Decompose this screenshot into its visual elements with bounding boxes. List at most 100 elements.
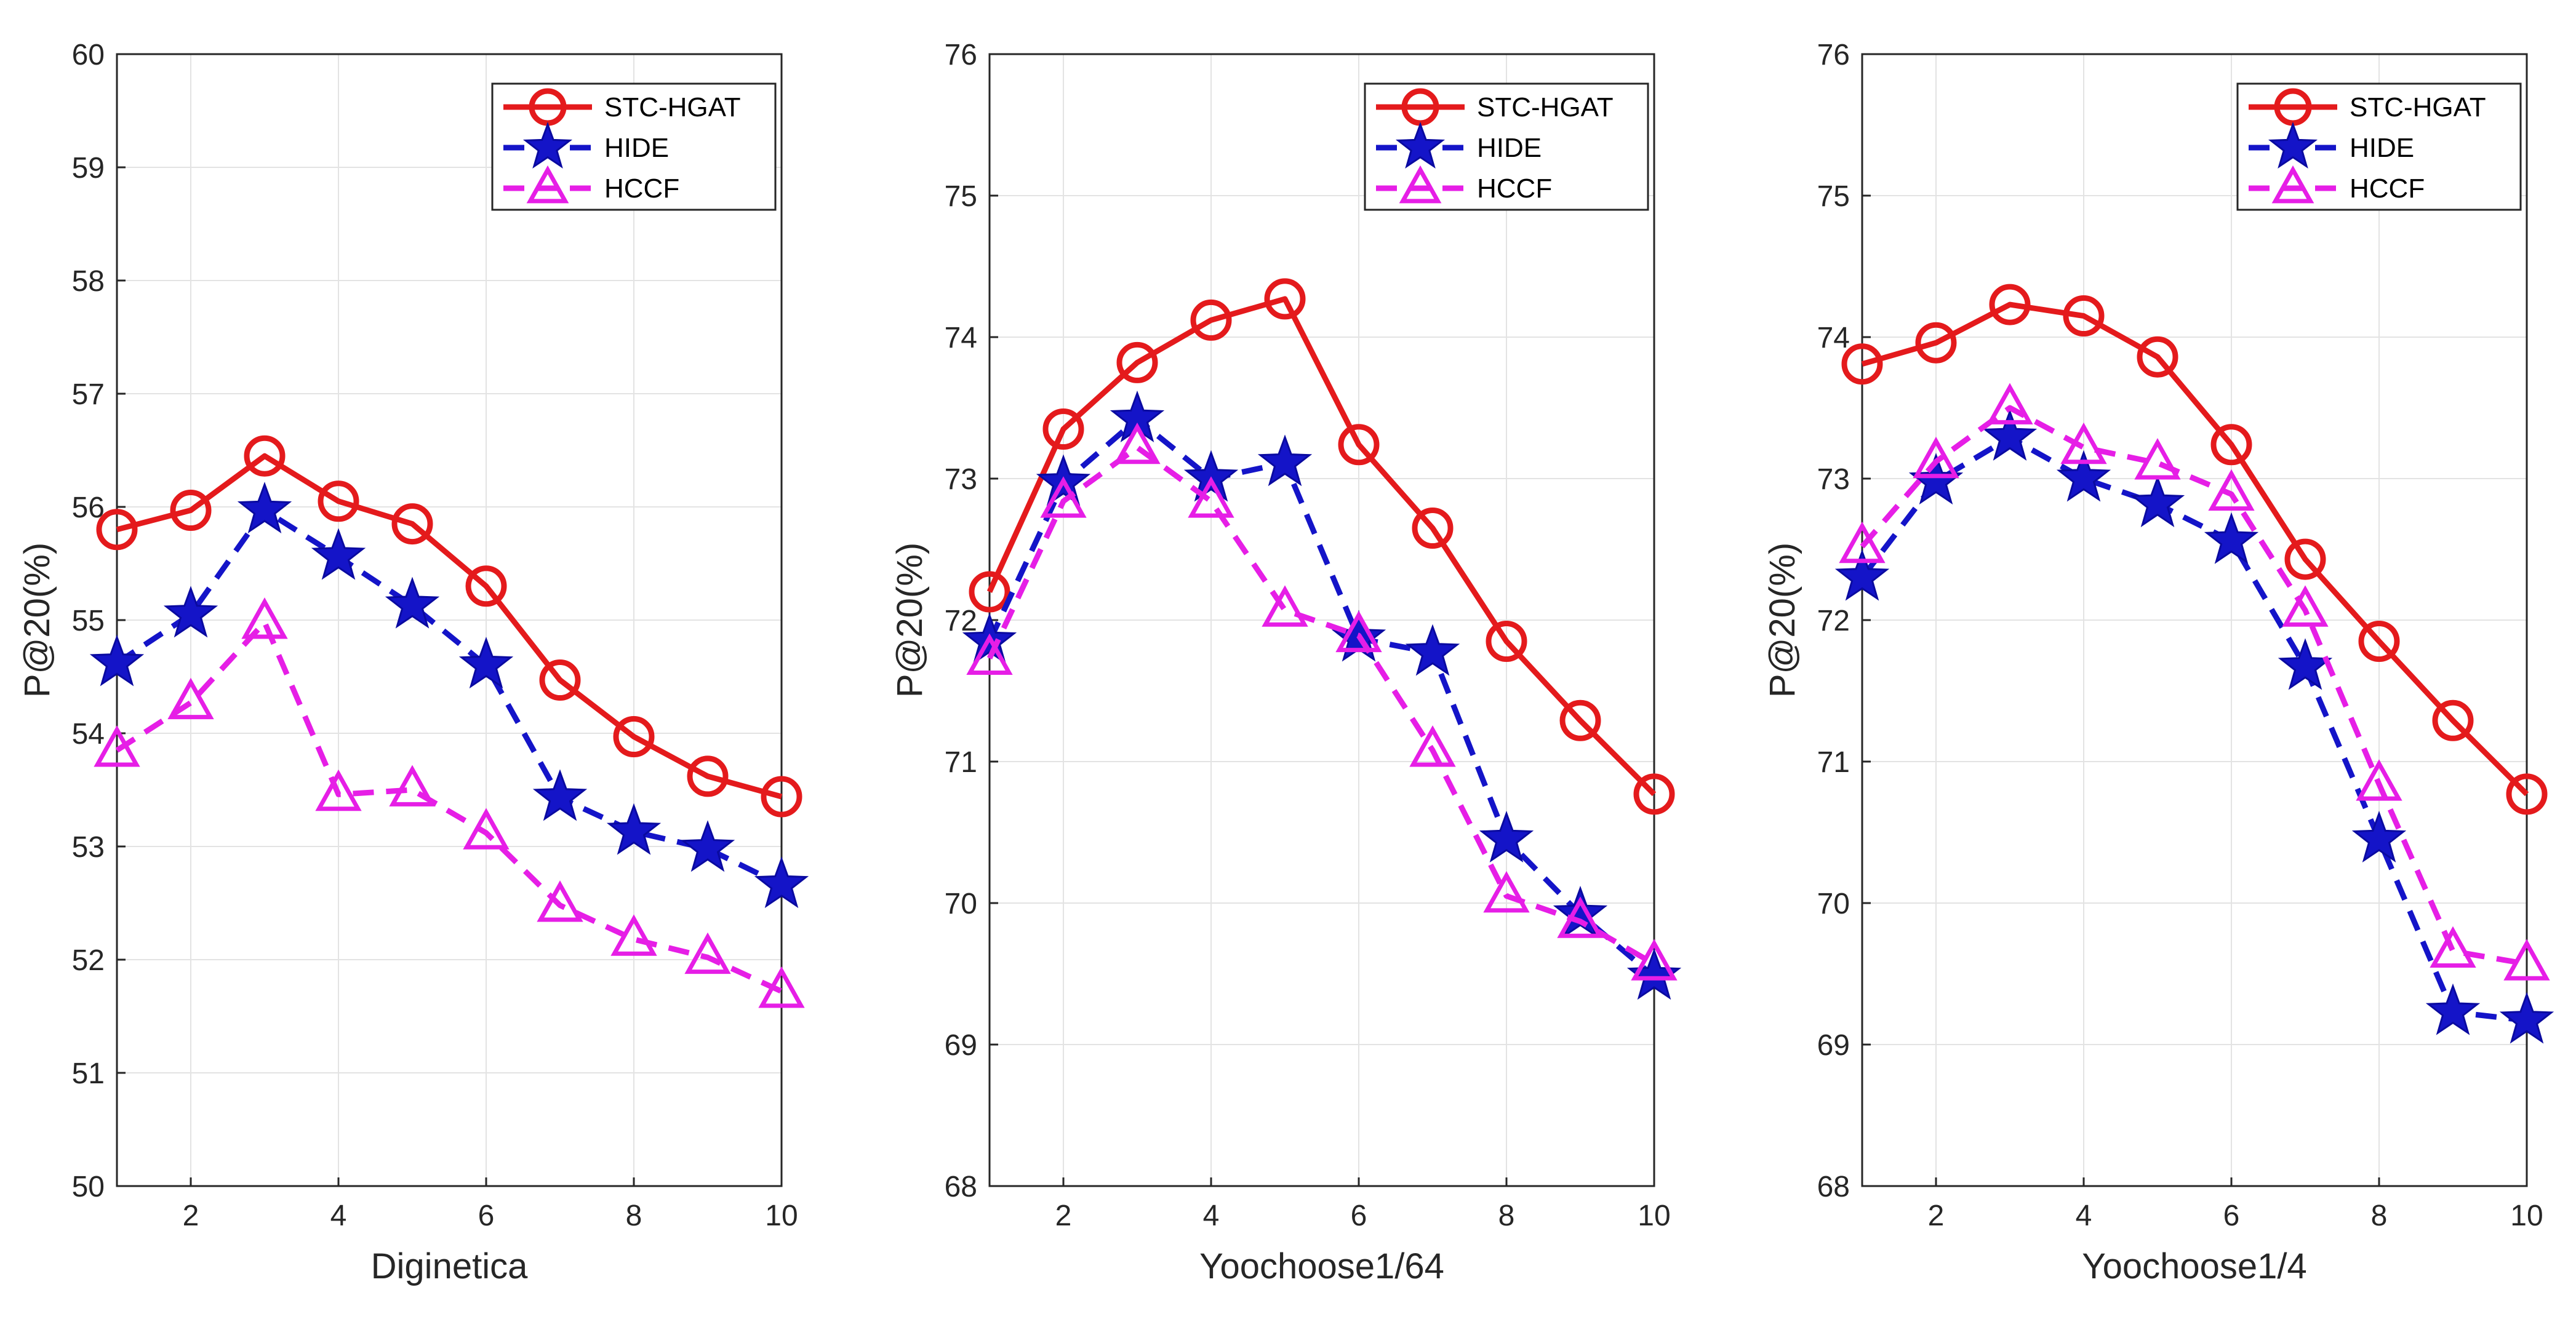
data-point xyxy=(385,576,440,629)
y-tick-label: 52 xyxy=(72,944,105,977)
data-point xyxy=(687,755,729,797)
data-point xyxy=(389,765,436,806)
y-tick-label: 54 xyxy=(72,718,105,751)
y-tick-label: 76 xyxy=(1817,39,1850,71)
series-line xyxy=(116,453,783,800)
data-point xyxy=(2137,336,2178,378)
data-point xyxy=(2204,512,2259,564)
x-tick-label: 2 xyxy=(1928,1200,1945,1232)
data-point xyxy=(1257,434,1313,487)
y-tick-label: 75 xyxy=(945,180,977,213)
legend-marker xyxy=(522,121,573,169)
x-axis-label: Diginetica xyxy=(371,1246,528,1286)
y-tick-label: 58 xyxy=(72,265,105,298)
legend-label: STC-HGAT xyxy=(2350,92,2486,122)
data-point xyxy=(2432,699,2474,741)
y-tick-label: 74 xyxy=(1817,322,1850,354)
series-line xyxy=(1860,434,2527,1024)
x-tick-label: 6 xyxy=(1351,1200,1367,1232)
chart-panel-1: 50 51 52 53 54 55 56 57 58 59 60 2 4 6 8 10 Diginetica P@… xyxy=(17,39,809,1286)
y-tick-label: 68 xyxy=(945,1171,977,1203)
data-point xyxy=(2208,469,2255,511)
x-tick-label: 2 xyxy=(1055,1200,1072,1232)
data-point xyxy=(532,769,588,821)
series-hccf xyxy=(1839,383,2550,981)
y-tick-label: 70 xyxy=(945,888,977,920)
data-point xyxy=(1557,896,1604,938)
y-tick-label: 51 xyxy=(72,1057,105,1090)
data-point xyxy=(1040,476,1087,518)
series-line xyxy=(986,444,1656,966)
data-point xyxy=(754,856,809,909)
x-tick-label: 10 xyxy=(765,1200,798,1232)
data-point xyxy=(1834,549,1890,601)
data-point xyxy=(1188,476,1234,518)
data-point xyxy=(537,880,583,922)
data-point xyxy=(1626,948,1682,1000)
x-axis-label: Yoochoose1/64 xyxy=(1199,1246,1444,1286)
data-point xyxy=(2130,476,2185,527)
x-tick-label: 10 xyxy=(2510,1200,2543,1232)
legend-label: HIDE xyxy=(604,133,669,163)
data-point xyxy=(2284,538,2326,580)
data-point xyxy=(2425,983,2481,1035)
data-point xyxy=(1412,508,1454,549)
x-tick-label: 6 xyxy=(478,1200,495,1232)
data-point xyxy=(1262,585,1308,627)
data-point xyxy=(1264,278,1306,320)
x-tick-label: 4 xyxy=(330,1200,347,1232)
data-point xyxy=(2351,811,2407,863)
data-point xyxy=(966,633,1013,675)
data-point xyxy=(318,480,359,522)
data-point xyxy=(1486,621,1527,662)
data-point xyxy=(2282,585,2329,627)
data-point xyxy=(1559,699,1601,741)
data-point xyxy=(1409,725,1456,767)
y-tick-label: 72 xyxy=(1817,605,1850,637)
data-point xyxy=(1982,408,2038,461)
y-tick-label: 71 xyxy=(1817,746,1850,779)
data-point xyxy=(391,503,433,545)
data-point xyxy=(2063,295,2105,336)
x-tick-label: 4 xyxy=(2076,1200,2092,1232)
data-point xyxy=(315,769,362,811)
y-tick-label: 74 xyxy=(945,322,977,354)
series-line xyxy=(986,416,1656,979)
data-point xyxy=(237,482,292,534)
data-point xyxy=(2430,926,2476,968)
data-point xyxy=(1114,422,1161,464)
y-tick-label: 68 xyxy=(1817,1171,1850,1203)
x-tick-label: 8 xyxy=(1498,1200,1515,1232)
y-tick-label: 60 xyxy=(72,39,105,71)
data-point xyxy=(680,820,735,872)
data-point xyxy=(2356,759,2402,801)
y-axis-label: P@20(%) xyxy=(890,543,930,698)
series-line xyxy=(115,508,783,888)
data-point xyxy=(463,808,510,850)
data-point xyxy=(2358,621,2400,662)
data-point xyxy=(1841,343,1883,385)
series-stc-hgat xyxy=(96,435,802,818)
data-point xyxy=(1116,341,1158,383)
data-point xyxy=(2499,992,2554,1044)
x-tick-label: 8 xyxy=(2371,1200,2388,1232)
data-point xyxy=(2056,450,2111,502)
data-point xyxy=(1338,424,1380,466)
y-tick-label: 73 xyxy=(945,463,977,496)
x-tick-label: 8 xyxy=(626,1200,642,1232)
y-tick-label: 75 xyxy=(1817,180,1850,213)
legend-marker xyxy=(1399,165,1442,204)
series-line xyxy=(115,619,783,994)
y-axis-label: P@20(%) xyxy=(1762,543,1802,698)
data-point xyxy=(539,659,581,701)
data-point xyxy=(311,528,366,580)
data-point xyxy=(969,571,1010,613)
data-point xyxy=(758,966,805,1008)
legend-label: HCCF xyxy=(1477,173,1552,204)
legend: STC-HGAT HIDE HCCF xyxy=(491,82,777,211)
data-point xyxy=(684,932,731,974)
data-point xyxy=(2060,422,2107,464)
data-point xyxy=(761,776,802,818)
